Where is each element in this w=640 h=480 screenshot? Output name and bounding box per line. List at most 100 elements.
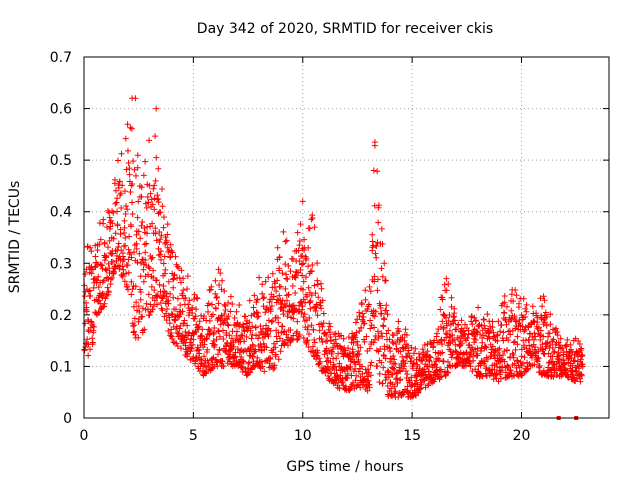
- data-point: [112, 187, 119, 194]
- data-point: [372, 250, 379, 257]
- data-point: [99, 294, 106, 301]
- data-point: [345, 345, 352, 352]
- data-point: [140, 278, 147, 285]
- data-point: [273, 288, 280, 295]
- data-point: [132, 331, 139, 338]
- data-point: [161, 270, 168, 277]
- data-point: [416, 365, 423, 372]
- data-point: [371, 324, 378, 331]
- data-point: [375, 219, 382, 226]
- data-point: [178, 267, 185, 274]
- data-point: [220, 336, 227, 343]
- data-point: [141, 241, 148, 248]
- data-point: [426, 353, 433, 360]
- data-point: [347, 385, 354, 392]
- data-point: [380, 364, 387, 371]
- data-point: [124, 262, 131, 269]
- data-point: [260, 294, 267, 301]
- data-point: [508, 307, 515, 314]
- data-point: [165, 300, 172, 307]
- data-point: [294, 229, 301, 236]
- data-point: [505, 337, 512, 344]
- data-point: [96, 220, 103, 227]
- data-point: [375, 202, 382, 209]
- data-point: [294, 318, 301, 325]
- data-point: [443, 287, 450, 294]
- data-point: [314, 277, 321, 284]
- data-point: [150, 267, 157, 274]
- data-point: [333, 355, 340, 362]
- data-point: [155, 165, 162, 172]
- data-point: [184, 322, 191, 329]
- data-point: [285, 262, 292, 269]
- data-point: [578, 353, 585, 360]
- data-point: [176, 325, 183, 332]
- data-point: [82, 320, 89, 327]
- data-point: [135, 303, 142, 310]
- data-point: [215, 351, 222, 358]
- data-point: [152, 225, 159, 232]
- data-point: [180, 275, 187, 282]
- data-point: [308, 322, 315, 329]
- data-point: [371, 313, 378, 320]
- data-point: [129, 210, 136, 217]
- data-point: [145, 263, 152, 270]
- data-point: [305, 244, 312, 251]
- data-point: [383, 307, 390, 314]
- data-point: [535, 355, 542, 362]
- data-point: [160, 224, 167, 231]
- data-point: [303, 274, 310, 281]
- data-point: [225, 313, 232, 320]
- data-point: [450, 320, 457, 327]
- data-point: [469, 321, 476, 328]
- data-point: [147, 301, 154, 308]
- data-point: [579, 352, 586, 359]
- data-point: [311, 282, 318, 289]
- data-point: [374, 328, 381, 335]
- data-point: [371, 139, 378, 146]
- data-point: [256, 274, 263, 281]
- data-point: [132, 95, 139, 102]
- data-point: [440, 324, 447, 331]
- data-point: [386, 345, 393, 352]
- data-point: [87, 292, 94, 299]
- data-point: [303, 338, 310, 345]
- data-point: [89, 335, 96, 342]
- data-point: [561, 360, 568, 367]
- data-point: [255, 313, 262, 320]
- data-point: [443, 334, 450, 341]
- data-point: [102, 266, 109, 273]
- data-point: [557, 342, 564, 349]
- data-point: [268, 318, 275, 325]
- data-point: [266, 360, 273, 367]
- data-point: [530, 318, 537, 325]
- data-point: [371, 202, 378, 209]
- data-point: [121, 188, 128, 195]
- data-point: [211, 341, 218, 348]
- data-point: [525, 323, 532, 330]
- data-point: [231, 314, 238, 321]
- data-point: [354, 316, 361, 323]
- data-point: [95, 310, 102, 317]
- data-point: [246, 359, 253, 366]
- data-point: [578, 372, 585, 379]
- data-point: [445, 318, 452, 325]
- data-point: [433, 330, 440, 337]
- data-point: [288, 335, 295, 342]
- data-point: [265, 317, 272, 324]
- data-point: [529, 303, 536, 310]
- data-point: [213, 294, 220, 301]
- data-point: [167, 241, 174, 248]
- data-point: [312, 290, 319, 297]
- data-point: [486, 367, 493, 374]
- data-point: [338, 379, 345, 386]
- data-point: [472, 317, 479, 324]
- data-point: [104, 284, 111, 291]
- data-point: [493, 363, 500, 370]
- data-point: [296, 257, 303, 264]
- data-point: [208, 283, 215, 290]
- data-point: [272, 344, 279, 351]
- data-point: [491, 333, 498, 340]
- data-point: [110, 235, 117, 242]
- data-point: [507, 331, 514, 338]
